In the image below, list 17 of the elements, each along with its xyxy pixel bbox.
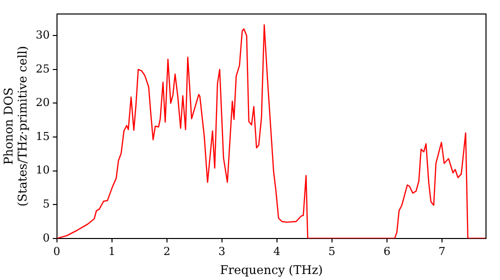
x-axis-title: Frequency (THz): [220, 262, 323, 277]
x-tick-label: 6: [383, 244, 390, 258]
x-tick-label: 1: [108, 244, 116, 258]
y-tick-label: 10: [36, 164, 50, 177]
x-tick-label: 3: [218, 244, 226, 258]
y-tick-label: 30: [36, 28, 50, 42]
x-tick-label: 7: [438, 244, 446, 258]
y-tick-label: 20: [36, 96, 50, 110]
y-tick-label: 0: [42, 231, 50, 244]
y-tick-label: 5: [42, 197, 50, 210]
x-tick-label: 2: [163, 244, 170, 258]
x-tick-label: 4: [273, 244, 280, 258]
y-tick-label: 25: [36, 62, 50, 76]
y-tick-label: 15: [36, 130, 50, 143]
x-tick-label: 0: [53, 244, 60, 258]
x-tick-label: 5: [328, 244, 336, 258]
y-axis-title: Phonon DOS (States/THz·primitive cell): [1, 46, 30, 207]
